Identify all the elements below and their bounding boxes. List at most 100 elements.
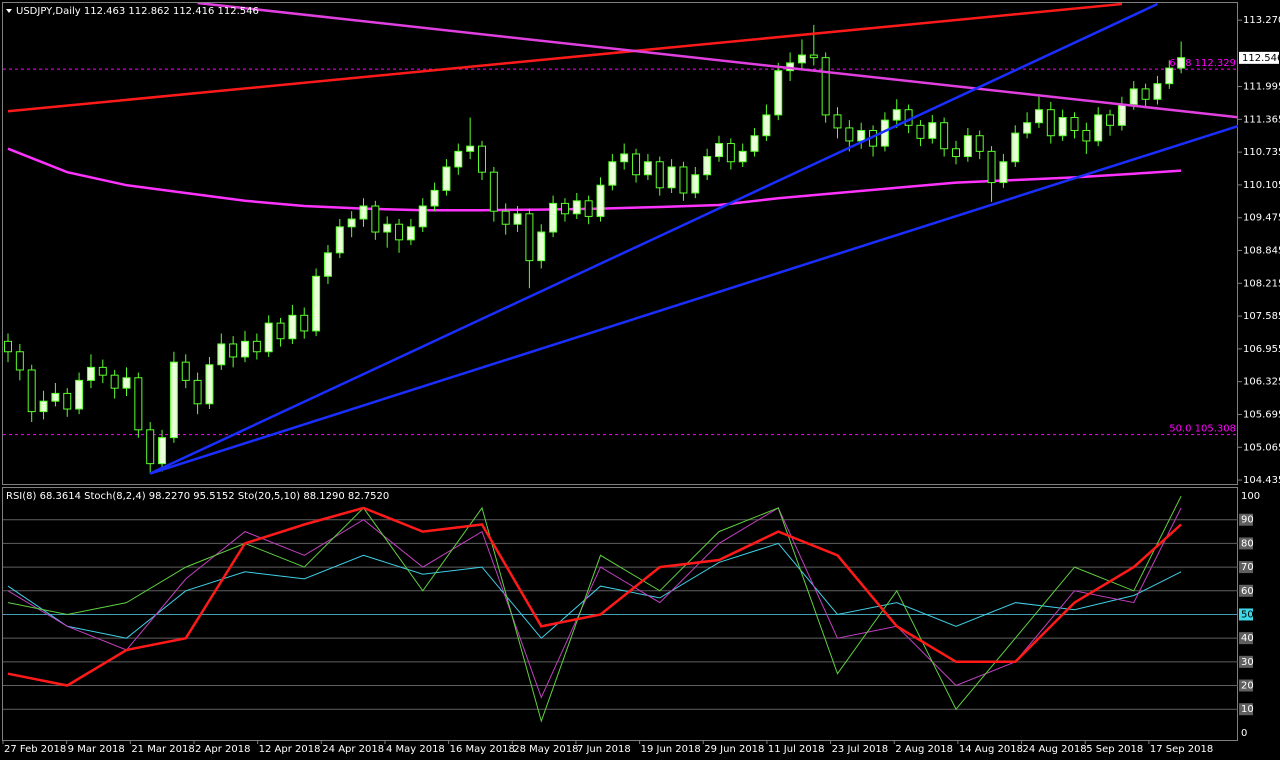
candle-body [323,252,332,277]
candle-body [406,226,415,241]
x-tick-label: 28 May 2018 [513,744,578,755]
candle-body [572,200,581,215]
candle-body [39,400,48,413]
candle-body [1106,114,1115,126]
candle-body [1011,132,1020,163]
candle-body [940,122,949,150]
y-tick-label: 108.845 [1243,246,1280,257]
candle-body [122,377,131,389]
candle-body [679,166,688,194]
y-tick-label: 105.695 [1243,409,1280,420]
candle-body [584,200,593,217]
candle-body [229,343,238,358]
candle-body [1046,109,1055,137]
candle-body [1177,57,1186,69]
candle-body [857,130,866,142]
y-tick-label: 30 [1241,657,1254,668]
x-tick-label: 11 Jul 2018 [768,744,825,755]
candle-body [1070,117,1079,132]
candle-body [726,143,735,163]
candle-body [952,148,960,158]
candle-body [489,171,498,212]
trend-line [7,3,1123,113]
candle-body [466,145,475,152]
candle-body [797,54,806,64]
indicator-line [7,506,1182,687]
main-panel-frame [2,2,1238,485]
candle-body [525,213,534,262]
last-price-box [1239,51,1279,64]
candle-body [1129,88,1138,106]
candle-body [442,166,451,191]
x-tick-label: 29 Jun 2018 [704,744,764,755]
x-tick-label: 7 Jun 2018 [577,744,631,755]
candle-body [845,127,854,142]
candle-body [4,340,12,353]
y-tick-label: 70 [1241,562,1254,573]
candle-body [691,174,700,194]
y-tick-box [1239,537,1253,550]
y-tick-label: 10 [1241,704,1254,715]
x-tick-label: 21 Mar 2018 [131,744,194,755]
y-tick-label: 20 [1241,681,1254,692]
candle-body [916,124,925,139]
candle-body [1023,122,1032,134]
candle-body [963,135,972,158]
candle-body [146,429,155,465]
y-tick-label: 107.585 [1243,311,1280,322]
candle-body [395,223,404,241]
fib-level-label: 61.8 112.329 [1169,58,1236,69]
candle-body [928,122,937,139]
candle-body [501,210,510,225]
candle-body [217,343,226,366]
candle-body [643,161,652,176]
x-tick-label: 2 Apr 2018 [195,744,250,755]
candle-body [1141,88,1150,100]
candle-body [620,153,629,163]
menu-arrow[interactable] [6,9,12,13]
x-tick-label: 2 Aug 2018 [895,744,953,755]
y-tick-label: 40 [1241,633,1254,644]
candle-body [596,184,605,217]
trend-line [197,3,1238,119]
x-tick-label: 17 Sep 2018 [1150,744,1213,755]
y-tick-label: 80 [1241,538,1254,549]
x-tick-label: 24 Apr 2018 [322,744,384,755]
y-tick-label: 109.475 [1243,213,1280,224]
y-tick-box [1239,561,1253,574]
candle-body [667,166,676,189]
indicator-line [7,542,1182,639]
candle-body [774,70,783,116]
candle-body [1117,104,1126,126]
trend-line [149,3,1158,475]
candle-body [264,322,273,353]
y-tick-box [1239,608,1253,621]
candle-body [608,161,617,186]
candle-body [181,361,190,381]
y-tick-box [1239,632,1253,645]
candle-body [75,379,84,410]
x-tick-label: 14 Aug 2018 [959,744,1023,755]
candle-body [821,57,830,116]
candle-body [63,392,72,410]
candle-body [288,314,297,340]
y-tick-label: 106.955 [1243,344,1280,355]
candle-body [1082,130,1091,142]
candle-body [513,213,522,225]
y-tick-box [1239,655,1253,668]
candle-body [750,135,759,152]
last-price-label: 112.546 [1242,53,1280,64]
main-title: USDJPY,Daily 112.463 112.862 112.416 112… [16,6,259,17]
y-tick-label: 106.325 [1243,377,1280,388]
y-tick-label: 104.435 [1243,475,1280,486]
candle-body [110,374,119,389]
candle-body [809,54,818,59]
candle-body [241,340,249,358]
candle-body [335,226,344,254]
candle-body [549,202,558,233]
y-tick-label: 110.735 [1243,147,1280,158]
candle-body [999,161,1008,184]
candle-body [715,143,723,158]
candle-body [1165,67,1174,85]
y-tick-label: 111.365 [1243,114,1280,125]
